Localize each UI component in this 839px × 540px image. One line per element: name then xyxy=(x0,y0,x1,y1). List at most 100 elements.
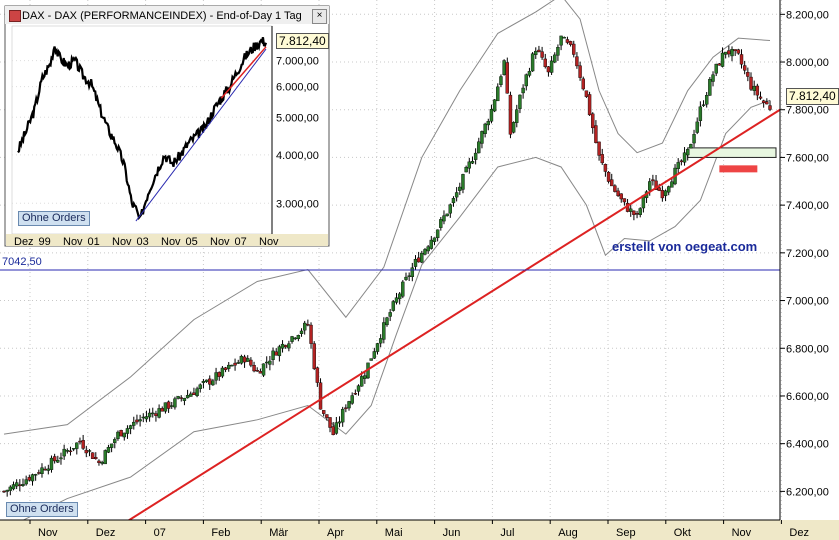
candle-body xyxy=(454,192,459,198)
candle-body xyxy=(14,482,19,487)
candle-body xyxy=(489,109,494,122)
last-price-label: 7.812,40 xyxy=(786,88,839,105)
candle-body xyxy=(730,49,734,57)
candle-body xyxy=(477,141,481,154)
candle-body xyxy=(720,52,725,67)
candle-body xyxy=(711,74,715,82)
candle-body xyxy=(293,337,297,340)
candle-body xyxy=(496,86,500,102)
close-icon[interactable]: × xyxy=(312,9,327,24)
candle-body xyxy=(610,179,614,187)
candle-body xyxy=(151,412,155,415)
inset-y-label: 3.000,00 xyxy=(276,198,319,210)
candle-body xyxy=(667,186,671,193)
candle-body xyxy=(128,425,133,430)
candle-body xyxy=(606,172,611,182)
grid xyxy=(0,0,782,520)
candle-body xyxy=(416,257,421,263)
inset-titlebar xyxy=(5,6,329,24)
candle-body xyxy=(537,49,541,52)
candle-body xyxy=(382,322,386,340)
inset-x-label: Nov xyxy=(210,236,230,248)
candle-body xyxy=(572,43,576,55)
inset-x-axis-strip xyxy=(6,234,328,246)
candle-body xyxy=(201,381,206,383)
trendline xyxy=(117,108,781,529)
candle-body xyxy=(271,350,275,360)
candle-body xyxy=(464,166,468,173)
candle-body xyxy=(246,358,250,362)
candle-body xyxy=(758,96,763,99)
candle-body xyxy=(331,426,335,436)
candle-body xyxy=(739,54,744,65)
candle-body xyxy=(423,249,427,255)
candle-body xyxy=(369,358,373,361)
candle-body xyxy=(521,87,525,94)
candle-body xyxy=(363,375,367,379)
candle-body xyxy=(220,367,225,377)
candle-body xyxy=(340,408,345,423)
candle-body xyxy=(654,180,658,191)
candle-body xyxy=(227,364,231,369)
candle-body xyxy=(502,60,506,75)
candle-body xyxy=(296,335,301,339)
candle-body xyxy=(353,393,358,395)
trendline-red xyxy=(117,108,781,529)
candle-body xyxy=(198,384,202,389)
x-tick-label: Dez xyxy=(96,527,116,539)
candle-body xyxy=(265,361,269,364)
x-tick-label: Jun xyxy=(443,527,461,539)
candle-body xyxy=(236,362,240,364)
inset-y-label: 7.000,00 xyxy=(276,56,319,68)
candle-body xyxy=(546,66,551,73)
y-tick-label: 7.400,00 xyxy=(786,200,829,212)
candle-body xyxy=(103,450,107,465)
candle-body xyxy=(559,35,563,46)
candle-body xyxy=(663,190,668,196)
candle-body xyxy=(723,51,728,55)
candle-body xyxy=(141,416,145,419)
candle-body xyxy=(176,396,180,399)
candle-body xyxy=(695,121,699,133)
candle-body xyxy=(33,474,38,476)
inset-orders-button[interactable]: Ohne Orders xyxy=(18,211,90,226)
main-orders-button[interactable]: Ohne Orders xyxy=(6,502,78,517)
candle-body xyxy=(230,364,234,367)
x-tick-label: Aug xyxy=(558,527,578,539)
candle-body xyxy=(527,71,532,76)
candle-body xyxy=(11,484,16,490)
candle-body xyxy=(94,456,98,460)
candle-body xyxy=(303,322,307,331)
inset-x-label: 05 xyxy=(186,236,198,248)
candle-body xyxy=(518,94,522,109)
candle-body xyxy=(204,379,209,382)
candles xyxy=(2,35,772,497)
candle-body xyxy=(397,293,402,300)
x-tick-label: Sep xyxy=(616,527,636,539)
candle-body xyxy=(65,450,70,452)
candle-body xyxy=(701,104,706,106)
inset-x-label: Dez xyxy=(14,236,34,248)
candle-body xyxy=(21,484,25,486)
candle-body xyxy=(138,419,142,422)
candle-body xyxy=(613,185,617,192)
candle-body xyxy=(347,401,351,409)
inset-y-label: 4.000,00 xyxy=(276,150,319,162)
candle-body xyxy=(154,413,158,416)
y-axis-labels: 6.200,00 6.400,00 6.600,00 6.800,00 7.000,00… xyxy=(780,9,829,498)
candle-body xyxy=(467,161,471,169)
candle-body xyxy=(632,210,636,215)
candle-body xyxy=(208,378,212,385)
y-tick-label: 8.200,00 xyxy=(786,9,829,21)
candle-body xyxy=(629,208,633,212)
candle-body xyxy=(426,246,430,252)
candle-body xyxy=(492,99,497,112)
x-axis-strip xyxy=(0,520,839,540)
candle-body xyxy=(689,144,693,149)
candle-body xyxy=(575,56,579,67)
candle-body xyxy=(638,208,642,215)
inset-line xyxy=(17,36,268,222)
candle-body xyxy=(84,449,88,454)
y-tick-label: 6.400,00 xyxy=(786,439,829,451)
candle-body xyxy=(119,430,123,437)
